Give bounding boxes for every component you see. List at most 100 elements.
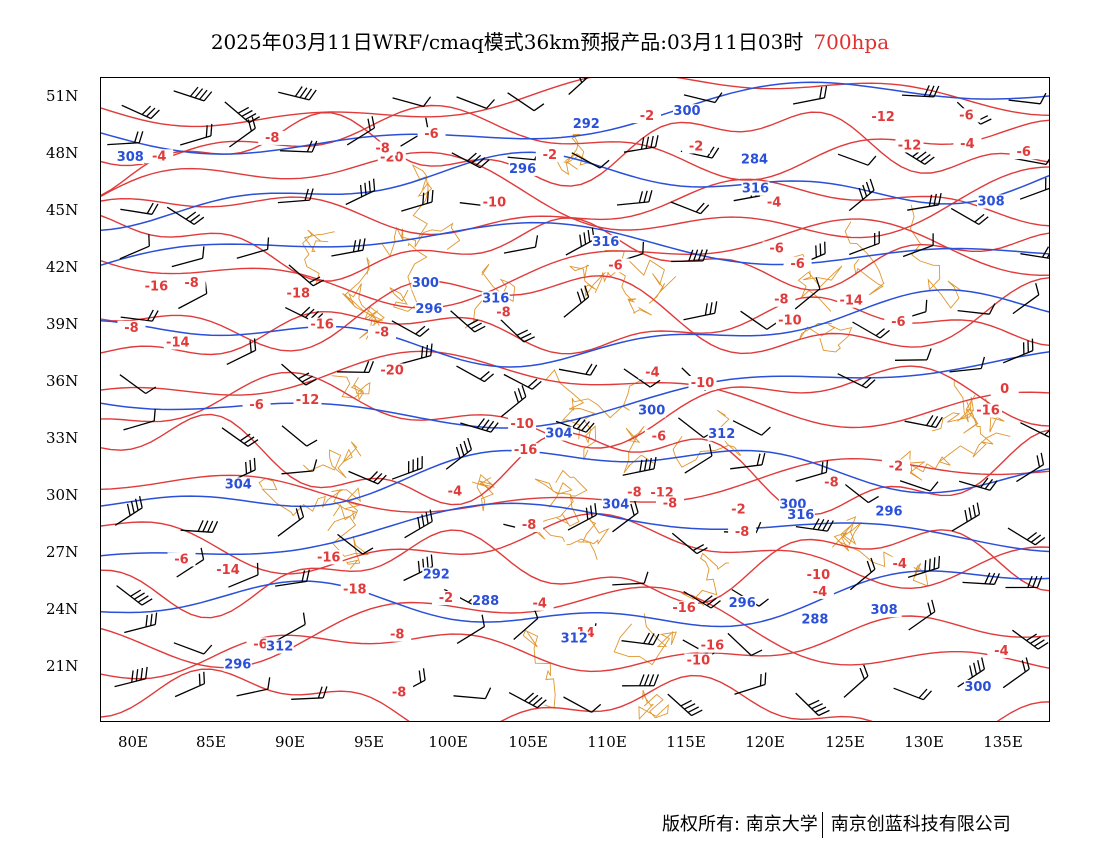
- terrain-border: [623, 425, 654, 474]
- geopotential-contour: [101, 221, 1049, 266]
- contour-label-bg: [572, 117, 601, 132]
- terrain-border: [381, 222, 461, 257]
- copyright-right: 南京创蓝科技有限公司: [830, 814, 1011, 835]
- temperature-label: -8: [392, 685, 406, 700]
- terrain-border: [555, 133, 591, 176]
- temperature-contour: [101, 529, 1049, 619]
- wind-barb-icon: [120, 309, 159, 322]
- chart-title: 2025年03月11日WRF/cmaq模式36km预报产品:03月11日03时 7…: [0, 26, 1100, 55]
- temperature-label: -2: [543, 148, 557, 163]
- wind-barb-icon: [1019, 177, 1049, 200]
- contour-label-bg: [987, 643, 1016, 658]
- geopotential-label: 296: [415, 302, 442, 317]
- temperature-label: -8: [663, 496, 677, 511]
- wind-barb-icon: [277, 188, 314, 204]
- title-level: 700hpa: [813, 30, 890, 54]
- contour-label-layer: -16-20-16-18 -14-16-16-20-16-18-14-16-10-…: [116, 104, 1038, 700]
- temperature-label: -2: [689, 140, 703, 155]
- terrain-border: [302, 441, 362, 479]
- contour-label-bg: [670, 601, 699, 616]
- wind-barb-icon: [565, 227, 595, 256]
- terrain-border: [896, 445, 974, 481]
- terrain-border: [844, 221, 885, 296]
- lon-tick-label: 85E: [195, 733, 227, 751]
- wind-barb-icon: [346, 116, 376, 146]
- wind-barb-icon: [622, 674, 660, 687]
- wind-barb-icon: [116, 585, 153, 606]
- temperature-contour: [101, 78, 1049, 128]
- temperature-label: -16: [976, 404, 1000, 419]
- contour-label-bg: [953, 137, 982, 152]
- terrain-border: [957, 401, 1011, 458]
- wind-barb-icon: [508, 692, 547, 709]
- wind-barb-icon: [962, 572, 1000, 585]
- temperature-contour: [101, 413, 1049, 516]
- terrain-border: [672, 409, 742, 468]
- wind-barb-icon: [683, 301, 718, 321]
- wind-barb-icon: [848, 178, 875, 212]
- wind-barb-icon: [949, 356, 986, 373]
- wind-barb-icon: [1020, 422, 1049, 438]
- contour-label-bg: [633, 109, 661, 124]
- wind-barb-icon: [403, 554, 434, 582]
- temperature-label: -6: [174, 552, 188, 567]
- wind-barb-icon: [671, 532, 708, 555]
- contour-label-bg: [724, 502, 753, 517]
- temperature-label: -8: [522, 518, 536, 533]
- lon-tick-label: 125E: [825, 733, 865, 751]
- contour-label-bg: [990, 382, 1019, 397]
- wind-barb-icon: [451, 152, 490, 169]
- contour-label-bg: [422, 567, 451, 582]
- temperature-label: -6: [253, 637, 267, 652]
- geopotential-label: 292: [423, 568, 450, 583]
- wind-barb-icon: [453, 687, 492, 700]
- contour-label-bg: [471, 594, 500, 608]
- geopotential-label: 316: [592, 235, 619, 250]
- contour-label-bg: [767, 292, 796, 307]
- contour-label-bg: [560, 631, 589, 646]
- wind-barb-icon: [1005, 575, 1043, 589]
- geopotential-label: 316: [787, 508, 814, 523]
- wind-barb-icon: [902, 233, 934, 258]
- temperature-contour-layer: [101, 78, 1049, 721]
- temperature-label: -16: [310, 318, 334, 333]
- terrain-border: [788, 253, 843, 312]
- contour-label-bg: [508, 417, 537, 431]
- contour-label-bg: [974, 403, 1002, 418]
- contour-label-bg: [817, 475, 846, 490]
- wind-barb-icon: [119, 374, 157, 395]
- wind-barb-icon: [568, 78, 588, 95]
- wind-barb-icon: [171, 246, 205, 268]
- temperature-contour: [101, 111, 1049, 196]
- wind-barb-icon: [276, 612, 306, 641]
- wind-barb-icon: [281, 425, 318, 447]
- temperature-label: -8: [627, 485, 641, 500]
- terrain-border: [681, 552, 729, 607]
- temperature-contour: [101, 586, 1049, 669]
- geopotential-label: 312: [266, 640, 293, 655]
- contour-label-bg: [383, 627, 412, 642]
- wind-barb-icon: [958, 477, 998, 491]
- wind-barb-icon: [124, 612, 158, 634]
- contour-label-bg: [804, 567, 833, 582]
- copyright-left: 版权所有: 南京大学: [662, 814, 818, 835]
- wind-barb-icon: [571, 152, 610, 169]
- geopotential-contour-layer: [101, 81, 1049, 628]
- wind-barb-icon: [236, 237, 270, 259]
- wind-barb-icon: [623, 368, 661, 388]
- temperature-label: -4: [994, 644, 1008, 659]
- contour-label-bg: [411, 275, 440, 290]
- temperature-label: -12: [871, 110, 895, 125]
- temperature-label: -4: [448, 484, 462, 499]
- temperature-label: -8: [265, 131, 279, 146]
- contour-label-bg: [511, 443, 540, 458]
- contour-label-bg: [786, 507, 815, 522]
- lon-tick-label: 110E: [587, 733, 627, 751]
- wind-barb-icon: [166, 206, 205, 225]
- temperature-label: -2: [439, 591, 453, 606]
- terrain-border: [638, 690, 669, 720]
- temperature-label: -18: [287, 287, 311, 302]
- wind-barb-icon: [345, 178, 376, 206]
- wind-barb-layer: [107, 78, 1049, 717]
- wind-barb-icon: [224, 101, 261, 124]
